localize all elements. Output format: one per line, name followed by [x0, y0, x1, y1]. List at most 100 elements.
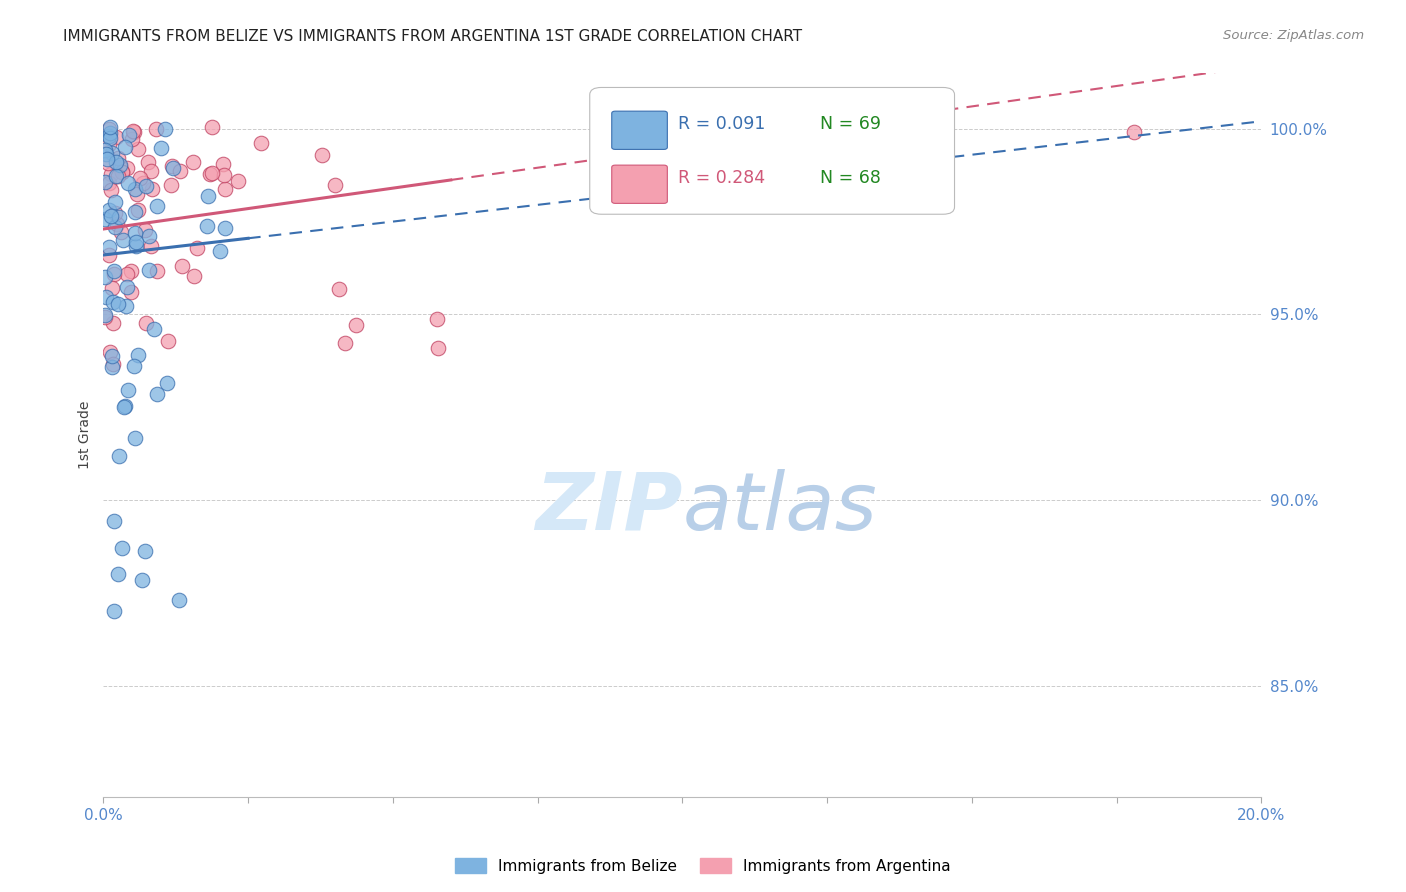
Point [122, 123, 145, 137]
Point [94, 143, 117, 157]
Point [124, 431, 146, 445]
Point [97, 176, 120, 190]
Point [97, 155, 120, 169]
Point [127, 203, 149, 218]
Point [426, 311, 449, 326]
Point [125, 238, 148, 252]
Point [94, 175, 117, 189]
Point [110, 225, 132, 239]
Point [201, 166, 224, 180]
Point [100, 146, 122, 161]
Point [118, 128, 141, 142]
Point [117, 383, 139, 397]
Text: atlas: atlas [682, 468, 877, 547]
Point [117, 161, 139, 176]
Point [136, 155, 159, 169]
Y-axis label: 1st Grade: 1st Grade [79, 401, 93, 469]
Point [115, 280, 138, 294]
Point [167, 593, 190, 607]
Point [155, 121, 177, 136]
Point [111, 164, 134, 178]
Point [111, 165, 134, 179]
Point [100, 281, 122, 295]
Point [107, 169, 129, 183]
Point [138, 228, 160, 243]
Point [195, 219, 218, 234]
Point [103, 267, 125, 281]
Point [124, 182, 146, 196]
Point [104, 219, 127, 234]
Legend: Immigrants from Belize, Immigrants from Argentina: Immigrants from Belize, Immigrants from … [450, 852, 956, 880]
Point [127, 142, 149, 156]
Point [141, 181, 163, 195]
Point [121, 132, 143, 146]
Point [101, 349, 124, 363]
Point [107, 297, 129, 311]
Point [134, 544, 156, 558]
Point [94, 270, 117, 285]
Point [135, 178, 157, 193]
Point [183, 268, 205, 283]
Point [186, 241, 208, 255]
Point [107, 566, 129, 581]
Point [156, 334, 179, 349]
Point [131, 573, 153, 587]
Point [117, 176, 139, 190]
Point [98, 120, 121, 134]
Point [104, 169, 127, 183]
Point [98, 129, 121, 144]
Point [162, 161, 184, 175]
Point [323, 178, 346, 193]
Point [145, 263, 167, 277]
Point [226, 173, 249, 187]
Point [139, 239, 162, 253]
Point [100, 183, 122, 197]
Point [122, 359, 145, 373]
Point [98, 240, 121, 254]
Point [124, 205, 146, 219]
Point [211, 156, 233, 170]
Text: R = 0.284: R = 0.284 [678, 169, 765, 187]
Text: R = 0.091: R = 0.091 [678, 115, 765, 133]
Point [125, 187, 148, 202]
Point [117, 267, 139, 281]
Point [333, 335, 356, 350]
Point [139, 164, 162, 178]
Point [124, 227, 146, 241]
Text: N = 68: N = 68 [820, 169, 882, 187]
Point [104, 195, 127, 210]
Point [120, 264, 142, 278]
Point [127, 348, 149, 362]
Point [108, 158, 131, 172]
Point [249, 136, 271, 150]
Point [105, 217, 128, 231]
Point [426, 342, 449, 356]
Point [328, 281, 350, 295]
Point [101, 316, 124, 330]
Point [209, 244, 232, 258]
Point [214, 221, 236, 235]
Point [145, 122, 167, 136]
Point [94, 211, 117, 226]
Point [125, 235, 148, 249]
Point [115, 299, 138, 313]
Point [105, 129, 128, 144]
Point [156, 376, 179, 391]
Point [112, 233, 135, 247]
Point [96, 290, 118, 304]
Point [108, 210, 131, 224]
Text: N = 69: N = 69 [820, 115, 882, 133]
Text: ZIP: ZIP [536, 468, 682, 547]
Point [103, 357, 125, 371]
Point [170, 259, 193, 273]
Point [181, 155, 204, 169]
Point [112, 400, 135, 414]
Point [107, 151, 129, 165]
Point [169, 164, 191, 178]
Point [120, 285, 142, 299]
Point [134, 223, 156, 237]
Point [197, 188, 219, 202]
Point [198, 167, 221, 181]
Point [103, 264, 125, 278]
Text: IMMIGRANTS FROM BELIZE VS IMMIGRANTS FROM ARGENTINA 1ST GRADE CORRELATION CHART: IMMIGRANTS FROM BELIZE VS IMMIGRANTS FRO… [63, 29, 803, 45]
